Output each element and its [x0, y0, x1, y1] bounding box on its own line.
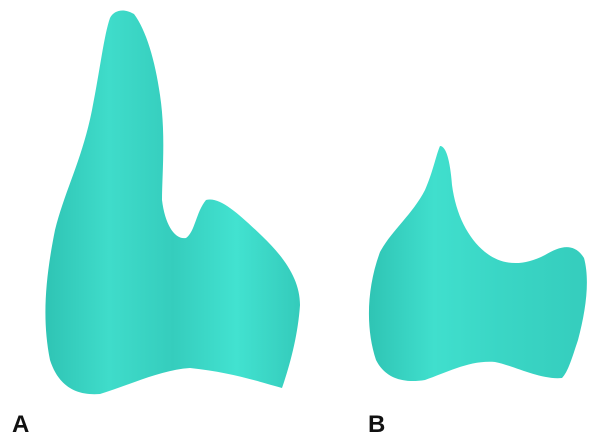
figure: A B: [0, 0, 603, 436]
panel-label: A: [12, 411, 29, 436]
panel-label: B: [368, 411, 385, 436]
shape-a: [45, 11, 300, 395]
shape-b: [369, 146, 587, 381]
